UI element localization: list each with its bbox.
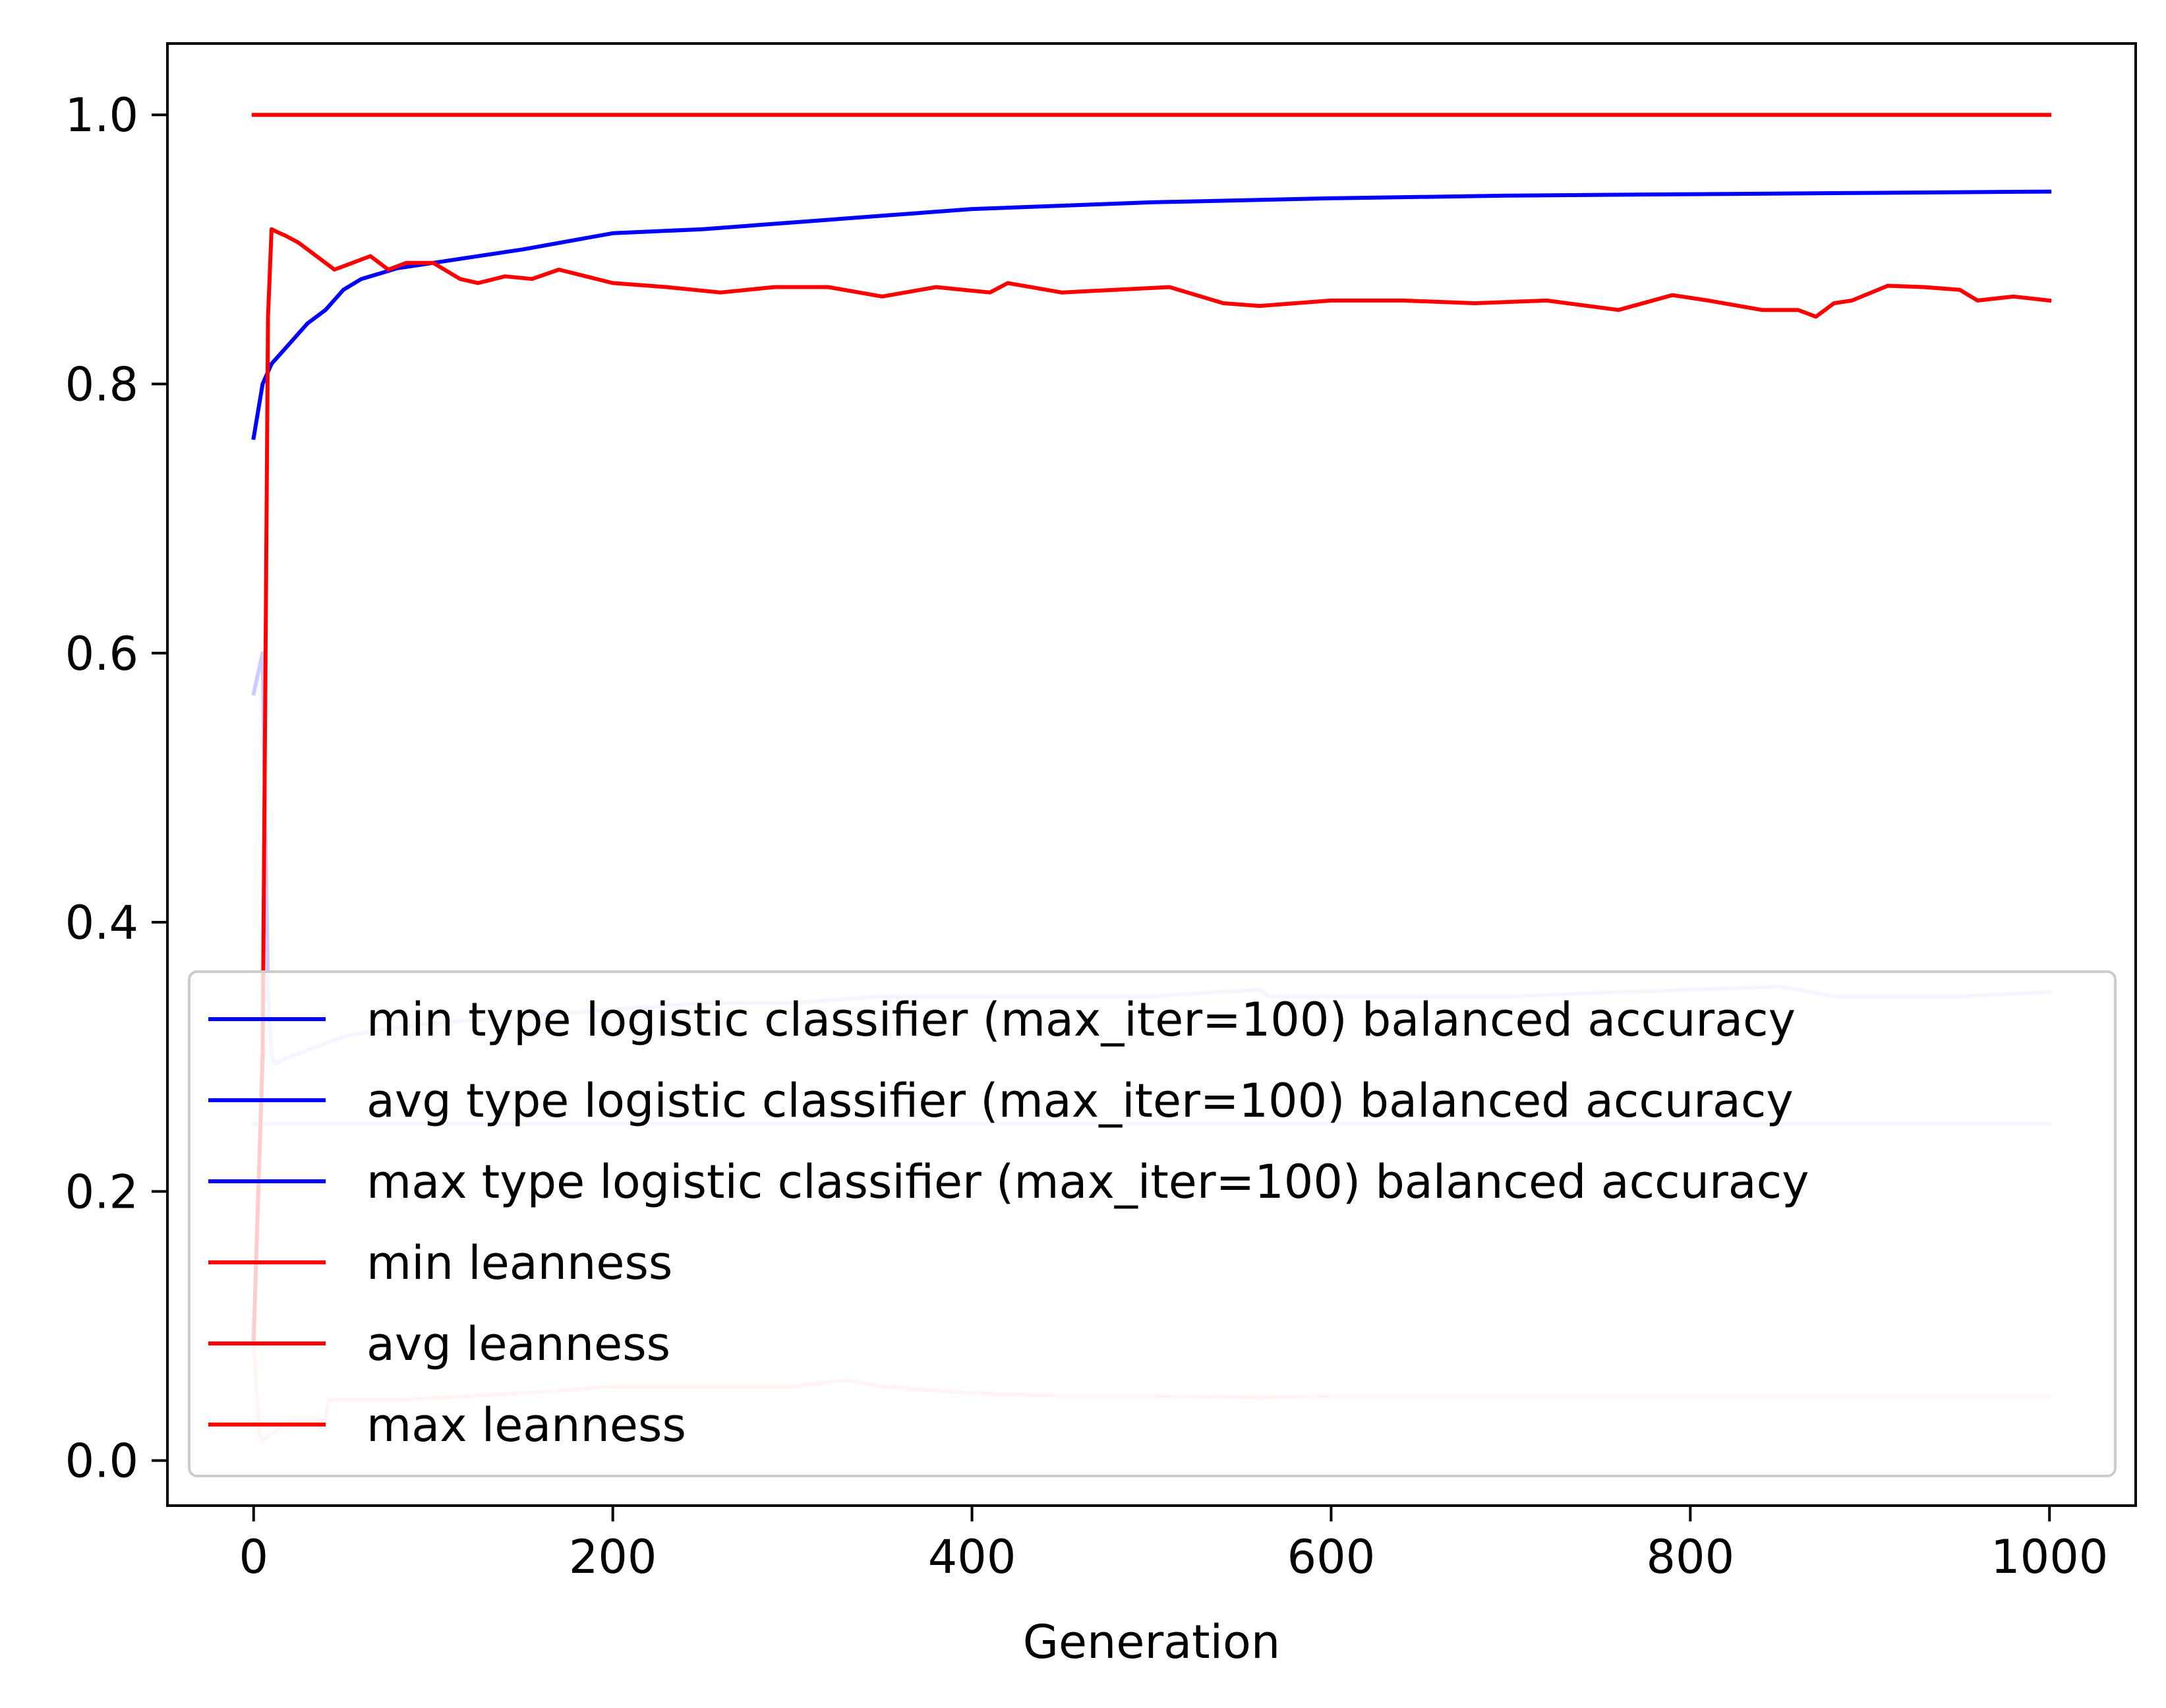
legend-label: min type logistic classifier (max_iter=1…: [366, 993, 1796, 1047]
y-axis-ticks: 0.0 0.2 0.4 0.6 0.8 1.0: [65, 88, 167, 1488]
legend-entries: min type logistic classifier (max_iter=1…: [208, 993, 1809, 1452]
legend-label: min leanness: [366, 1236, 672, 1290]
legend-label: avg leanness: [366, 1317, 670, 1371]
legend-label: max leanness: [366, 1398, 686, 1452]
y-tick-label: 0.6: [65, 627, 138, 681]
legend-label: max type logistic classifier (max_iter=1…: [366, 1155, 1809, 1209]
series-line-5: [251, 227, 2052, 1341]
x-tick-label: 200: [569, 1530, 657, 1584]
legend: min type logistic classifier (max_iter=1…: [188, 970, 2117, 1477]
y-tick-label: 0.8: [65, 357, 138, 411]
x-tick-label: 800: [1647, 1530, 1735, 1584]
x-tick-label: 400: [928, 1530, 1016, 1584]
plot-area-frame: [166, 42, 2137, 1507]
x-tick-label: 0: [239, 1530, 269, 1584]
x-tick-label: 600: [1287, 1530, 1376, 1584]
x-axis-ticks: 0 200 400 600 800 1000: [239, 1506, 2108, 1584]
y-tick-label: 0.4: [65, 896, 138, 950]
y-tick-label: 0.2: [65, 1165, 138, 1219]
series-line-2: [251, 189, 2052, 440]
x-axis-label: Generation: [1023, 1615, 1281, 1669]
y-tick-label: 1.0: [65, 88, 138, 142]
y-tick-label: 0.0: [65, 1434, 138, 1488]
x-tick-label: 1000: [1991, 1530, 2108, 1584]
legend-box: [188, 970, 2117, 1477]
legend-label: avg type logistic classifier (max_iter=1…: [366, 1074, 1794, 1128]
